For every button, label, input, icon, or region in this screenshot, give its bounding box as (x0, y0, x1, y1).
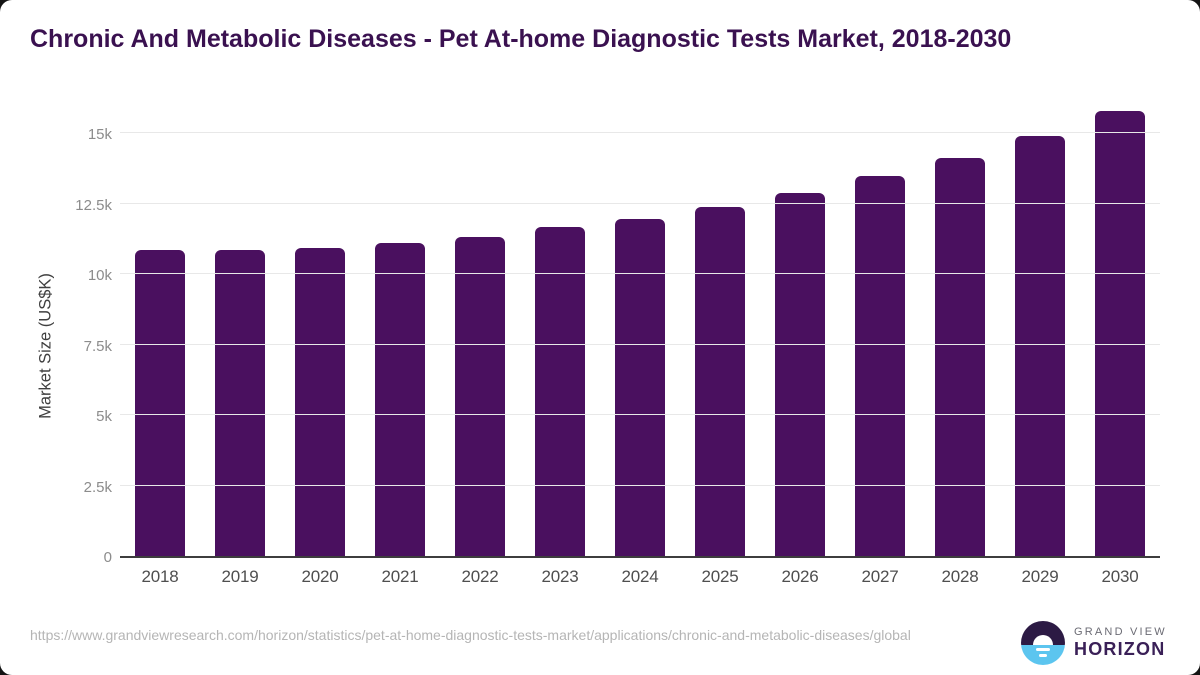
y-tick-label: 7.5k (83, 337, 112, 355)
grid-line (120, 273, 1160, 274)
bar-slot (920, 157, 1000, 556)
x-tick-label-2018: 2018 (141, 567, 179, 586)
x-tick-label-2024: 2024 (621, 567, 659, 586)
x-axis-labels: 2018 2019 2020 2021 2022 2023 2024 2025 2026 2027… (120, 567, 1160, 587)
reflection-line-1 (1036, 648, 1050, 651)
bar-2022[interactable] (455, 236, 505, 556)
y-tick-label: 0 (103, 549, 112, 566)
logo-text: GRAND VIEW HORIZON (1074, 626, 1167, 660)
bar-2026[interactable] (775, 193, 825, 556)
bar-2030[interactable] (1095, 111, 1145, 556)
x-tick-label-2020: 2020 (301, 567, 339, 586)
bar-2019[interactable] (215, 250, 265, 556)
x-tick-label-2025: 2025 (701, 567, 739, 586)
bar-slot (200, 250, 280, 556)
bar-slot (840, 176, 920, 556)
x-tick-label-2027: 2027 (861, 567, 899, 586)
bar-2018[interactable] (135, 250, 185, 556)
bar-2021[interactable] (375, 242, 425, 556)
bar-2020[interactable] (295, 247, 345, 556)
bar-2029[interactable] (1015, 135, 1065, 556)
grid-line (120, 414, 1160, 415)
bar-slot (1080, 111, 1160, 556)
y-tick-label: 15k (87, 126, 112, 143)
grid-line (120, 484, 1160, 486)
bar-slot (360, 242, 440, 556)
reflection-line-2 (1039, 654, 1047, 657)
horizon-sunset-icon (1021, 621, 1065, 665)
sun-shape (1033, 635, 1053, 645)
y-tick-label: 12.5k (75, 196, 112, 214)
x-tick-label-2028: 2028 (941, 567, 979, 586)
bar-slot (440, 236, 520, 556)
x-tick-label-2019: 2019 (221, 567, 259, 586)
y-tick-label: 5k (96, 408, 112, 425)
x-tick-label-2023: 2023 (541, 567, 579, 586)
y-axis-tick-labels: 0 2.5k 5k 7.5k 10k 12.5k 15k (0, 126, 112, 566)
grid-line (120, 132, 1160, 133)
x-tick-label-2026: 2026 (781, 567, 819, 586)
bar-slot (680, 207, 760, 556)
x-tick-label-2029: 2029 (1021, 567, 1059, 586)
bar-series (120, 111, 1160, 556)
x-tick-label-2022: 2022 (461, 567, 499, 586)
y-tick-label: 10k (87, 267, 112, 284)
chart-title: Chronic And Metabolic Diseases - Pet At-… (30, 25, 1012, 53)
y-tick-label: 2.5k (83, 478, 112, 496)
bar-2025[interactable] (695, 207, 745, 556)
bar-slot (1000, 135, 1080, 556)
logo-brand-top: GRAND VIEW (1074, 626, 1167, 638)
bar-slot (760, 193, 840, 556)
logo-brand-bottom: HORIZON (1074, 639, 1166, 659)
plot-area (120, 111, 1160, 558)
bar-2027[interactable] (855, 176, 905, 556)
bar-slot (120, 250, 200, 556)
x-tick-label-2021: 2021 (381, 567, 419, 586)
x-tick-label-2030: 2030 (1101, 567, 1139, 586)
grandview-horizon-logo: GRAND VIEW HORIZON (1021, 621, 1167, 665)
bar-2024[interactable] (615, 218, 665, 556)
grid-line (120, 202, 1160, 204)
bar-slot (520, 227, 600, 556)
bar-2023[interactable] (535, 227, 585, 556)
bar-slot (280, 247, 360, 556)
source-url: https://www.grandviewresearch.com/horizo… (30, 627, 911, 643)
bar-slot (600, 218, 680, 556)
bar-2028[interactable] (935, 157, 985, 556)
grid-line (120, 343, 1160, 345)
